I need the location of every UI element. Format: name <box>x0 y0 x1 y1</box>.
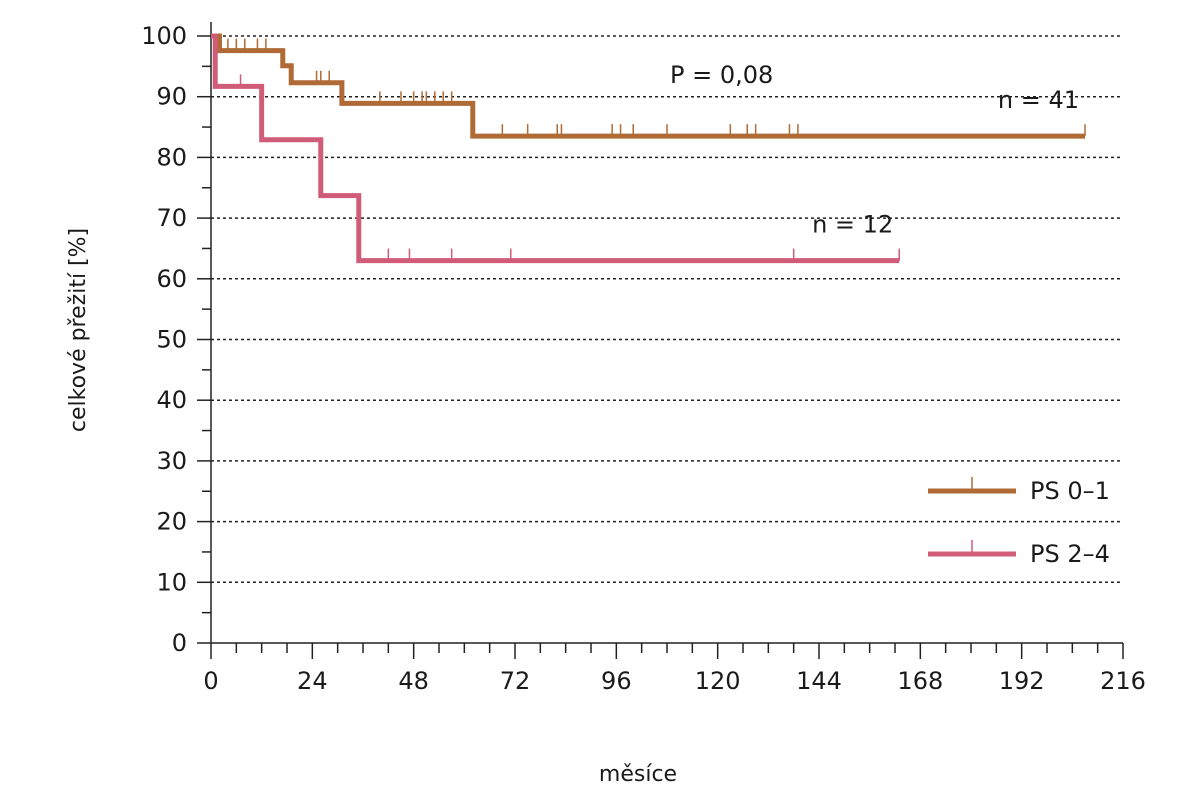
y-tick-label-10: 10 <box>156 568 187 596</box>
x-tick-label-0: 0 <box>203 667 218 695</box>
y-tick-label-0: 0 <box>172 629 187 657</box>
y-tick-label-50: 50 <box>156 326 187 354</box>
x-tick-label-120: 120 <box>695 667 741 695</box>
y-tick-label-60: 60 <box>156 265 187 293</box>
x-tick-label-72: 72 <box>500 667 531 695</box>
y-tick-label-30: 30 <box>156 447 187 475</box>
series-layer: n = 41 n = 12 <box>211 33 1086 264</box>
y-tick-label-70: 70 <box>156 204 187 232</box>
grid-layer <box>211 35 1123 584</box>
legend-item-2: PS 2–4 <box>928 540 1110 568</box>
legend-label-2: PS 2–4 <box>1030 540 1110 568</box>
x-axis-title: měsíce <box>599 762 677 787</box>
y-tick-label-90: 90 <box>156 83 187 111</box>
p-value-annotation: P = 0,08 <box>670 61 773 89</box>
series-1: n = 41 <box>211 33 1086 139</box>
x-tick-label-24: 24 <box>297 667 328 695</box>
series-1-line <box>211 33 1085 139</box>
x-tick-label-144: 144 <box>796 667 842 695</box>
y-axis-title: celkové přežití [%] <box>66 228 91 432</box>
legend: PS 0–1 PS 2–4 <box>928 477 1110 568</box>
series-2-line <box>211 33 900 264</box>
y-tick-label-20: 20 <box>156 508 187 536</box>
x-tick-label-216: 216 <box>1100 667 1146 695</box>
y-tick-label-80: 80 <box>156 143 187 171</box>
labels-layer: P = 0,08 celkové přežití [%] měsíce <box>66 61 773 787</box>
series-2: n = 12 <box>211 33 900 264</box>
x-tick-label-48: 48 <box>398 667 429 695</box>
x-tick-label-192: 192 <box>999 667 1045 695</box>
series-1-n-label: n = 41 <box>998 86 1079 114</box>
legend-label-1: PS 0–1 <box>1030 477 1110 505</box>
y-tick-label-40: 40 <box>156 386 187 414</box>
legend-item-1: PS 0–1 <box>928 477 1110 505</box>
series-2-n-label: n = 12 <box>812 211 893 239</box>
x-tick-label-96: 96 <box>601 667 632 695</box>
y-tick-label-100: 100 <box>141 22 187 50</box>
axes-layer: 0 10 20 30 40 50 60 70 80 90 100 0 24 48 72 96 120 144 168… <box>141 22 1146 695</box>
x-tick-label-168: 168 <box>897 667 943 695</box>
